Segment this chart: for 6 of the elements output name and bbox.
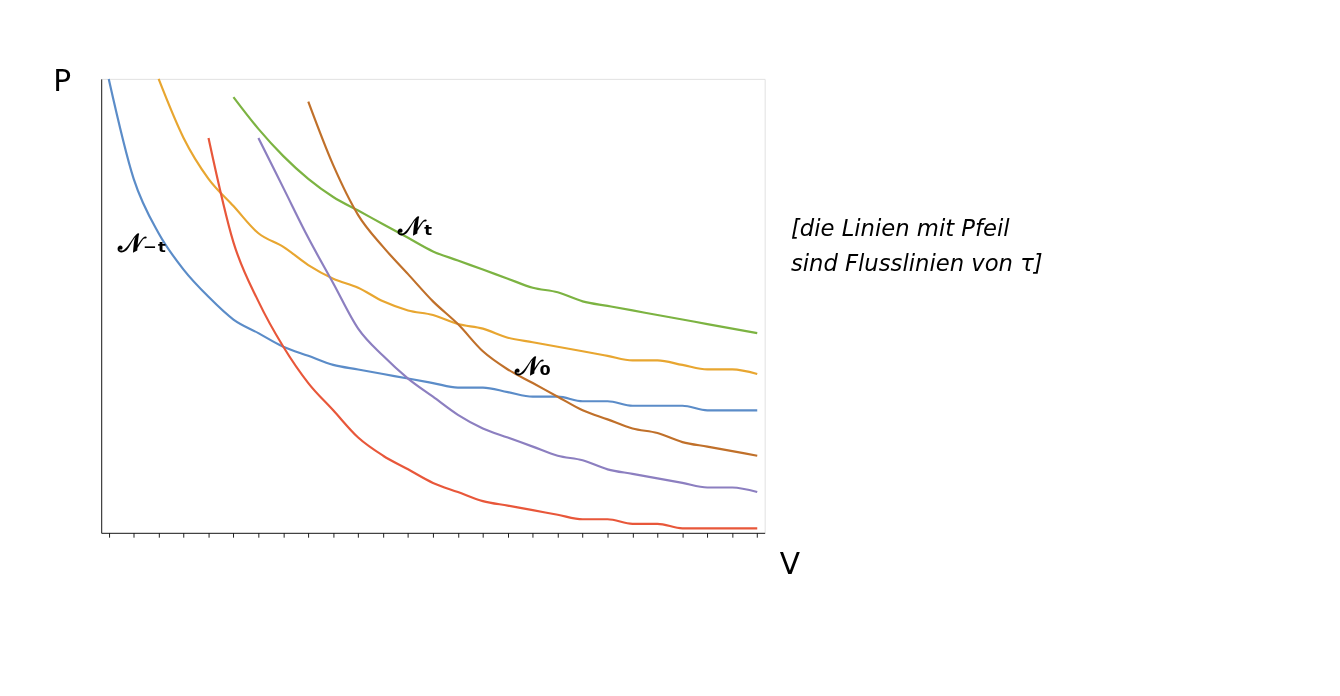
x-axis-title: V [779, 546, 801, 582]
y-axis-title: P [53, 62, 72, 98]
text: [die Linien mit Pfeil sind Flusslinien von τ] [790, 214, 1043, 276]
series-label: 𝒩₋ₜ [116, 228, 167, 259]
series-label: 𝒩₀ [513, 350, 551, 381]
series-label: 𝒩ₜ [396, 210, 434, 241]
